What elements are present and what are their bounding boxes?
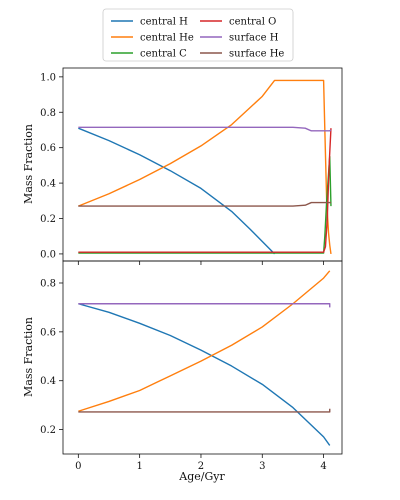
legend-label-central-h: central H	[140, 17, 188, 28]
bottom-y-axis-label: Mass Fraction	[22, 317, 35, 397]
legend-label-central-o: central O	[229, 17, 276, 28]
bottom-x-tick-label: 0	[75, 461, 81, 472]
bottom-y-tick-label: 0.4	[40, 376, 56, 387]
legend-frame	[102, 8, 294, 62]
legend-label-surface-he: surface He	[229, 49, 284, 60]
legend-label-central-he: central He	[140, 33, 194, 44]
top-series-surface-h	[78, 126, 332, 132]
top-ticks-group: 0.0 0.2 0.4 0.6 0.8 1.0	[40, 72, 325, 265]
bottom-series-central-h	[78, 303, 331, 446]
bottom-x-tick-label: 1	[136, 461, 142, 472]
bottom-series-surface-h	[78, 303, 331, 308]
bottom-x-tick-label: 3	[259, 461, 265, 472]
bottom-x-tick-label: 4	[320, 461, 326, 472]
top-y-tick-label: 0.2	[40, 214, 56, 225]
bottom-y-tick-label: 0.2	[40, 425, 56, 436]
panel-bottom: 0 1 2 3 4 0.2 0.4 0.6 0.8 Mass Fraction Age/Gyr	[22, 260, 343, 483]
top-y-tick-label: 0.6	[40, 143, 56, 154]
top-series-central-he	[78, 79, 332, 255]
top-series-group	[78, 79, 332, 255]
top-series-surface-he	[78, 201, 331, 207]
panel-top: 0.0 0.2 0.4 0.6 0.8 1.0 Mass Fraction	[22, 67, 343, 265]
bottom-y-tick-label: 0.6	[40, 327, 56, 338]
top-series-central-h	[78, 127, 276, 255]
top-y-tick-label: 0.4	[40, 179, 56, 190]
top-y-tick-label: 0.8	[40, 108, 56, 119]
top-series-central-o	[78, 128, 332, 253]
top-y-axis-label: Mass Fraction	[22, 124, 35, 204]
top-y-tick-label: 1.0	[40, 72, 56, 83]
bottom-series-surface-he	[78, 408, 331, 413]
top-axes-frame	[62, 67, 343, 262]
bottom-ticks-group: 0 1 2 3 4 0.2 0.4 0.6 0.8	[40, 278, 327, 472]
legend-label-central-c: central C	[140, 49, 187, 60]
x-axis-label: Age/Gyr	[178, 470, 225, 483]
bottom-y-tick-label: 0.8	[40, 278, 56, 289]
legend-label-surface-h: surface H	[229, 33, 279, 44]
top-series-central-c	[78, 155, 332, 254]
legend: central H central O central He surface H…	[102, 8, 294, 62]
bottom-series-central-he	[78, 270, 331, 412]
bottom-x-tick-label: 2	[198, 461, 204, 472]
bottom-axes-frame	[62, 260, 343, 455]
top-y-tick-label: 0.0	[40, 249, 56, 260]
bottom-series-group	[78, 270, 331, 446]
